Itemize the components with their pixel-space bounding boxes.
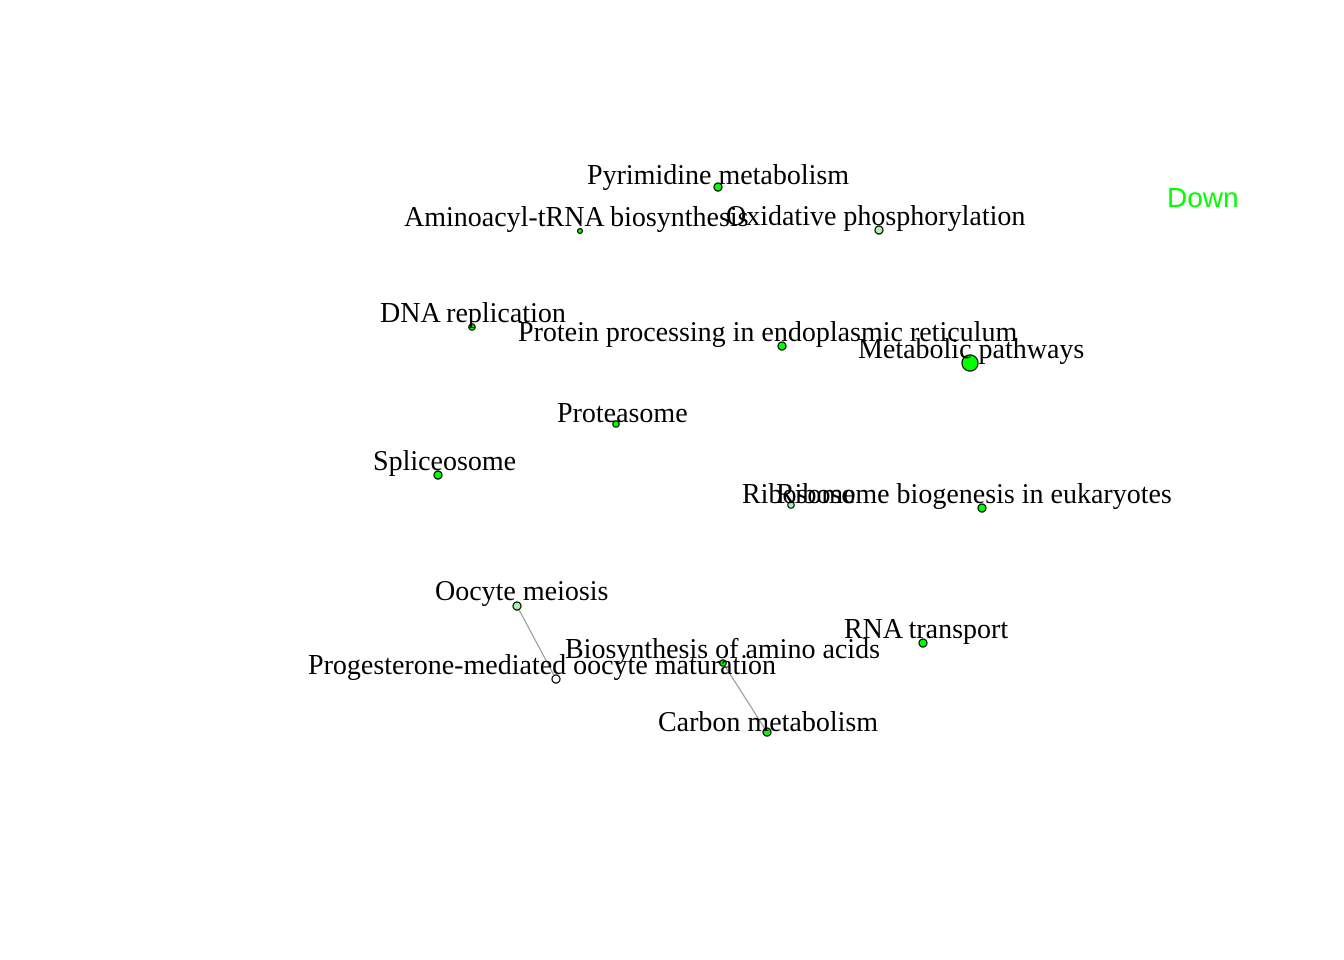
node-dna: [468, 323, 476, 331]
node-label-ribosome_bio: Ribosome biogenesis in eukaryotes: [776, 479, 1172, 510]
node-proteasome: [612, 420, 620, 428]
node-protein: [777, 341, 787, 351]
node-label-dna: DNA replication: [380, 298, 566, 329]
node-oocyte: [512, 601, 522, 611]
edge-biosynthesis-carbon: [722, 662, 768, 733]
node-label-biosynthesis: Biosynthesis of amino acids: [565, 634, 880, 665]
node-label-oocyte: Oocyte meiosis: [435, 576, 608, 607]
node-progesterone: [551, 674, 561, 684]
node-label-ribosome: Ribosome: [742, 479, 856, 510]
node-biosynthesis: [719, 659, 727, 667]
node-label-oxidative: Oxidative phosphorylation: [726, 201, 1025, 232]
node-carbon: [762, 727, 772, 737]
node-label-rna: RNA transport: [844, 614, 1008, 645]
legend-label: Down: [1167, 182, 1239, 213]
node-label-spliceosome: Spliceosome: [373, 446, 516, 477]
edge-layer: [516, 605, 768, 733]
node-metabolic: [961, 354, 979, 372]
node-oxidative: [874, 225, 884, 235]
node-label-proteasome: Proteasome: [557, 398, 688, 429]
node-pyrimidine: [713, 182, 723, 192]
node-label-progesterone: Progesterone-mediated oocyte maturation: [308, 650, 776, 681]
node-label-metabolic: Metabolic pathways: [858, 334, 1084, 365]
node-spliceosome: [433, 470, 443, 480]
node-aminoacyl: [576, 228, 583, 235]
node-label-aminoacyl: Aminoacyl-tRNA biosynthesis: [404, 202, 749, 233]
node-ribosome_bio: [977, 503, 987, 513]
label-layer: Pyrimidine metabolism Aminoacyl-tRNA bios…: [308, 160, 1172, 738]
node-label-protein: Protein processing in endoplasmic reticu…: [518, 317, 1017, 348]
node-label-carbon: Carbon metabolism: [658, 707, 878, 738]
node-rna: [918, 638, 928, 648]
node-ribosome: [787, 501, 795, 509]
node-layer: [433, 182, 987, 737]
node-label-pyrimidine: Pyrimidine metabolism: [587, 160, 849, 191]
edge-oocyte-progesterone: [516, 605, 557, 680]
